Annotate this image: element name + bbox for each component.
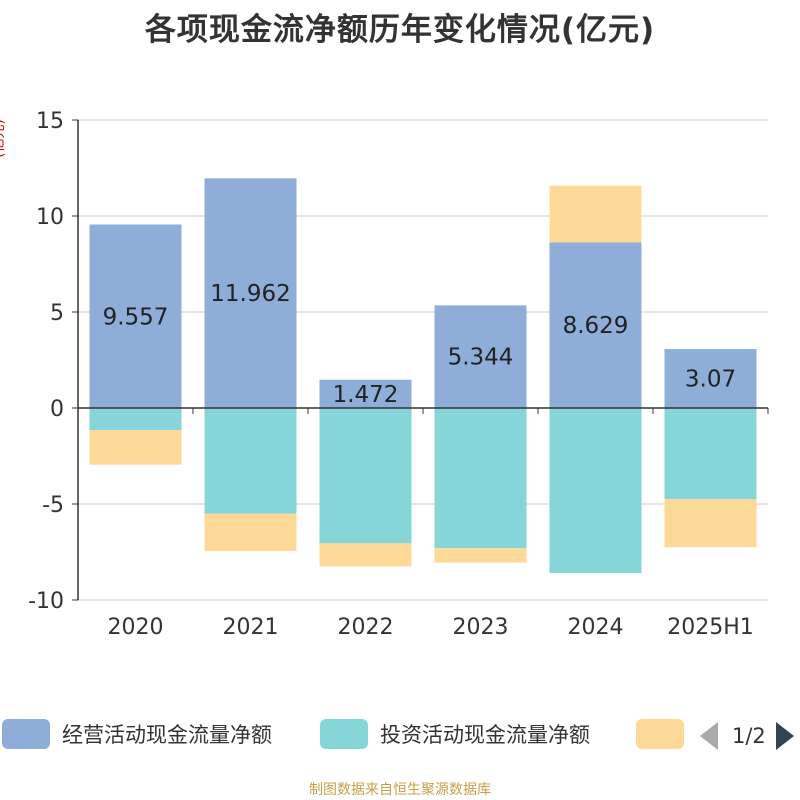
legend-pager: 1/2: [700, 720, 800, 752]
y-tick-label: 0: [50, 397, 64, 422]
bar-series3-2023: [434, 548, 527, 563]
legend-label-operating: 经营活动现金流量净额: [62, 723, 272, 747]
x-tick-label: 2025H1: [667, 615, 754, 640]
bar-series3-2020: [89, 430, 182, 465]
legend-swatch-investing: [320, 719, 368, 749]
legend-item-investing[interactable]: 投资活动现金流量净额: [320, 716, 590, 752]
data-label-2021: 11.962: [210, 281, 290, 307]
bar-series1-2020: [89, 224, 182, 408]
x-tick-label: 2022: [338, 615, 394, 640]
prev-page-icon[interactable]: [700, 722, 718, 750]
y-tick-label: 10: [36, 205, 64, 230]
y-tick-label: -10: [28, 589, 64, 614]
data-source-footer: 制图数据来自恒生聚源数据库: [309, 782, 491, 798]
legend-item-operating[interactable]: 经营活动现金流量净额: [2, 716, 272, 752]
x-tick-label: 2024: [568, 615, 624, 640]
bar-series2-2024: [549, 408, 642, 574]
legend-page-indicator: 1/2: [732, 724, 766, 748]
bar-series1-2022: [319, 379, 412, 408]
chart-title: 各项现金流净额历年变化情况(亿元): [144, 12, 656, 48]
bar-series1-2021: [204, 178, 297, 408]
bar-series3-2022: [319, 543, 412, 567]
data-label-2023: 5.344: [448, 345, 514, 371]
bar-series2-2021: [204, 408, 297, 514]
bar-series3-2021: [204, 513, 297, 552]
bar-series2-2022: [319, 408, 412, 544]
bar-series1-2023: [434, 305, 527, 408]
y-tick-label: 5: [50, 301, 64, 326]
bar-series1-2024: [549, 242, 642, 408]
x-tick-label: 2021: [223, 615, 279, 640]
bar-series2-2020: [89, 408, 182, 431]
bar-series2-2023: [434, 408, 527, 549]
y-tick-label: -5: [42, 493, 64, 518]
next-page-icon[interactable]: [775, 722, 794, 750]
x-tick-label: 2020: [108, 615, 164, 640]
data-label-2020: 9.557: [103, 304, 169, 330]
data-label-2025H1: 3.07: [685, 367, 736, 393]
y-tick-label: 15: [36, 109, 64, 134]
bar-series2-2025H1: [664, 408, 757, 500]
legend: 经营活动现金流量净额 投资活动现金流量净额 1/2: [0, 716, 800, 756]
data-label-2022: 1.472: [333, 382, 399, 408]
bar-series3-2024: [549, 185, 642, 243]
x-tick-label: 2023: [453, 615, 509, 640]
legend-item-third[interactable]: [636, 716, 684, 752]
legend-swatch-operating: [2, 719, 50, 749]
data-label-2024: 8.629: [563, 313, 629, 339]
legend-label-investing: 投资活动现金流量净额: [380, 723, 590, 747]
bar-series1-2025H1: [664, 349, 757, 408]
bar-series3-2025H1: [664, 499, 757, 548]
legend-swatch-third: [636, 719, 684, 749]
